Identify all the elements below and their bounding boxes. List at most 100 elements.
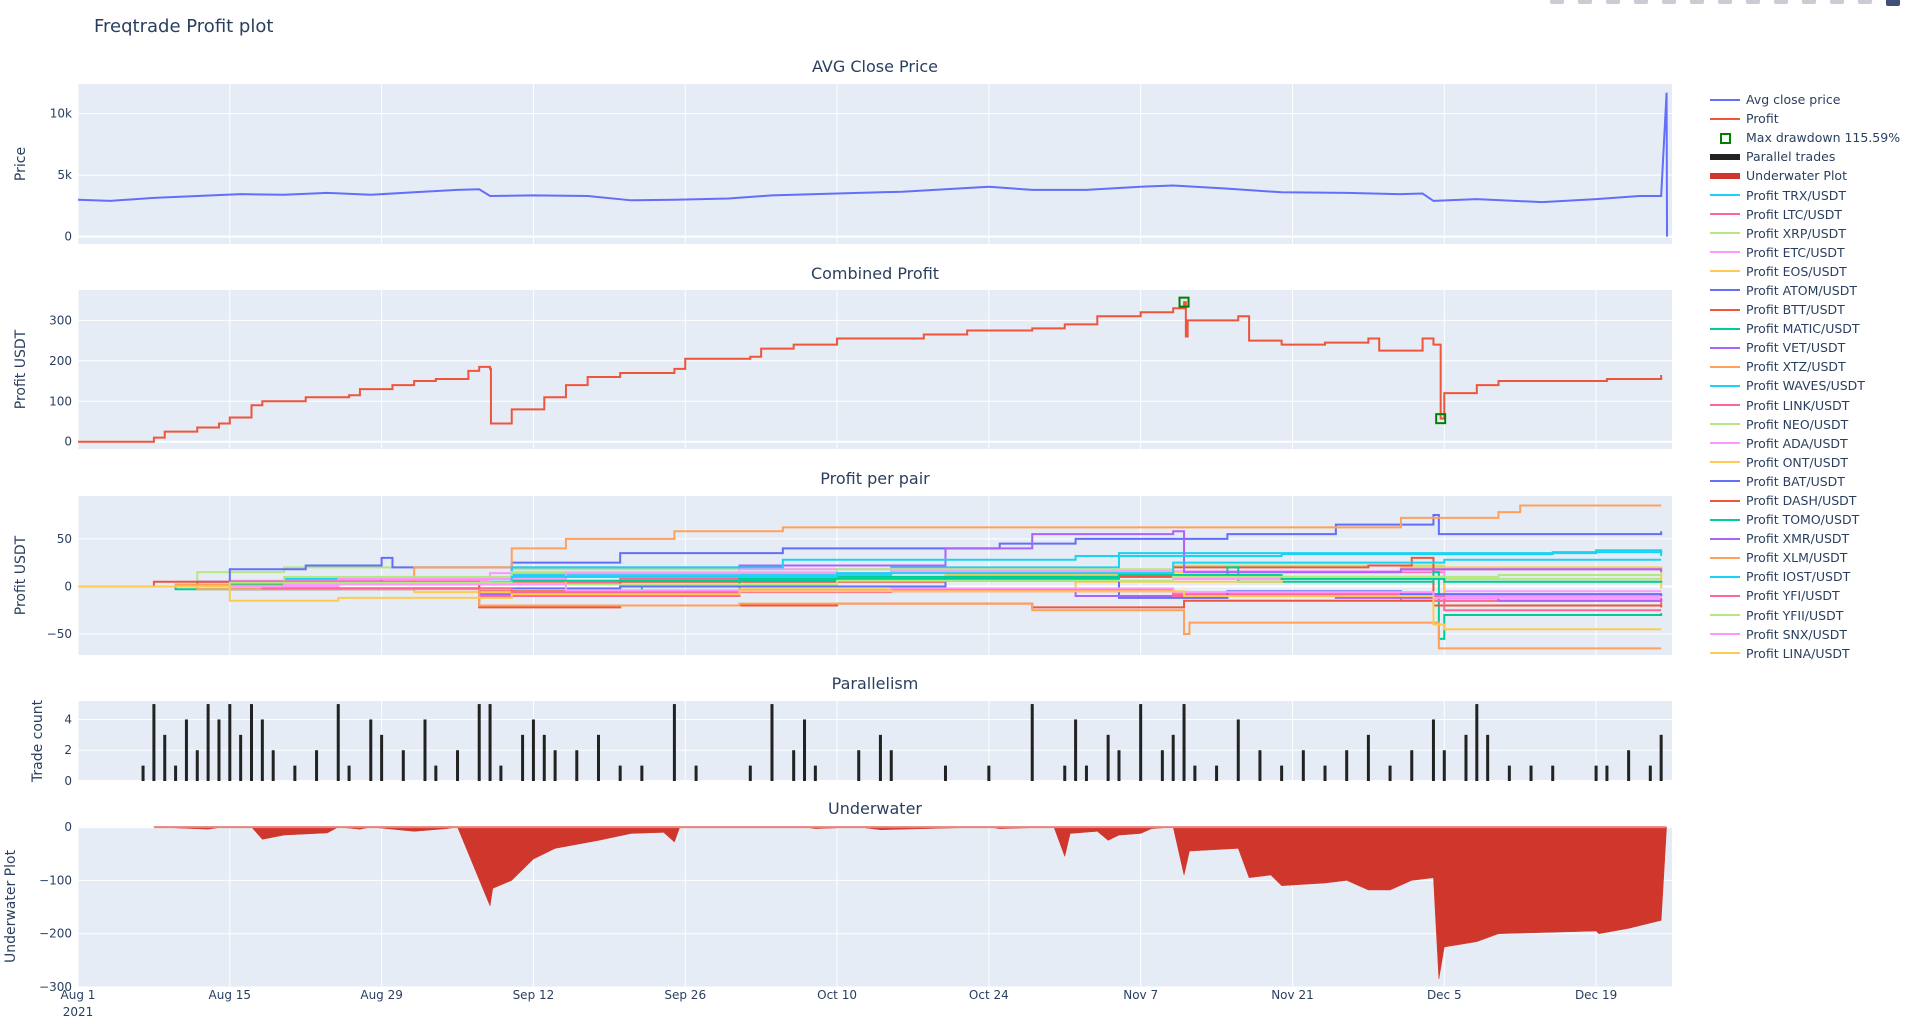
zoom-in-icon[interactable] [1690,0,1704,4]
y-axis-title: Profit USDT [13,329,29,409]
legend-label: Max drawdown 115.59% [1746,130,1901,146]
legend-label: Profit ADA/USDT [1746,435,1848,451]
legend-item[interactable]: Underwater Plot [1710,166,1900,185]
parallel-trades-bar [228,704,232,781]
legend-item[interactable]: Profit YFII/USDT [1710,606,1900,625]
legend-line-icon [1710,455,1740,469]
legend-item[interactable]: Profit WAVES/USDT [1710,376,1900,395]
parallel-trades-bar [141,765,145,781]
legend-item[interactable]: Profit LINK/USDT [1710,396,1900,415]
subplot-avg-close-price: 0 5k 10k AVG Close Price Price [13,57,1672,244]
parallel-trades-bar [1551,765,1555,781]
series-line-profit-yfii-usdt [78,574,1662,588]
legend-item[interactable]: Profit ATOM/USDT [1710,281,1900,300]
legend-label: Profit YFII/USDT [1746,607,1844,623]
plotly-logo-icon[interactable] [1886,0,1900,6]
legend-label: Profit WAVES/USDT [1746,378,1865,394]
legend-item[interactable]: Profit LINA/USDT [1710,644,1900,663]
y-axis-title: Underwater Plot [3,849,19,963]
parallel-trades-bar [1139,704,1143,781]
legend-line-icon [1710,341,1740,355]
parallel-trades-bar [401,750,405,781]
legend-item[interactable]: Profit SNX/USDT [1710,625,1900,644]
legend-item[interactable]: Profit LTC/USDT [1710,205,1900,224]
parallel-trades-bar [672,704,676,781]
parallel-trades-bar [575,750,579,781]
legend-line-icon [1710,513,1740,527]
legend-item[interactable]: Profit MATIC/USDT [1710,319,1900,338]
parallel-trades-bar [521,734,525,781]
parallel-trades-bar [423,719,427,781]
pan-icon[interactable] [1606,0,1620,4]
legend-line-icon [1710,245,1740,259]
legend-label: Profit LINA/USDT [1746,645,1850,661]
series-line-profit-atom-usdt [78,514,1663,588]
legend-line-icon [1710,551,1740,565]
plot-background [78,84,1672,244]
reset-axes-icon[interactable] [1774,0,1788,4]
legend-line-icon [1710,589,1740,603]
legend-line-icon [1710,188,1740,202]
legend-line-icon [1710,226,1740,240]
legend-item[interactable]: Avg close price [1710,90,1900,109]
parallel-trades-bar [1106,734,1110,781]
legend-label: Avg close price [1746,92,1841,108]
select-icon[interactable] [1634,0,1648,4]
legend-item[interactable]: Profit BAT/USDT [1710,472,1900,491]
zoom-out-icon[interactable] [1718,0,1732,4]
legend-item[interactable]: Parallel trades [1710,147,1900,166]
hover-closest-icon[interactable] [1830,0,1844,4]
legend-item[interactable]: Profit XLM/USDT [1710,548,1900,567]
parallel-trades-bar [239,734,243,781]
spike-lines-icon[interactable] [1802,0,1816,4]
legend-item[interactable]: Profit EOS/USDT [1710,262,1900,281]
parallel-trades-bar [1236,719,1240,781]
parallel-trades-bar [1594,765,1598,781]
x-tick-label: Aug 29 [360,988,403,1002]
legend-item[interactable]: Profit XRP/USDT [1710,224,1900,243]
legend-label: Profit XTZ/USDT [1746,359,1846,375]
legend-item[interactable]: Profit ONT/USDT [1710,453,1900,472]
legend-item[interactable]: Profit YFI/USDT [1710,586,1900,605]
legend-item[interactable]: Profit XTZ/USDT [1710,357,1900,376]
legend-label: Profit DASH/USDT [1746,493,1857,509]
parallel-trades-bar [315,750,319,781]
legend-item[interactable]: Profit ETC/USDT [1710,243,1900,262]
parallel-trades-bar [1529,765,1533,781]
parallel-trades-bar [553,750,557,781]
legend-item[interactable]: Profit [1710,109,1900,128]
parallel-trades-bar [694,765,698,781]
max-drawdown-marker [1178,296,1190,308]
legend-item[interactable]: Profit NEO/USDT [1710,415,1900,434]
legend-item[interactable]: Max drawdown 115.59% [1710,128,1900,147]
zoom-icon[interactable] [1578,0,1592,4]
legend-line-icon [1710,436,1740,450]
legend-line-icon [1710,264,1740,278]
legend-item[interactable]: Profit XMR/USDT [1710,529,1900,548]
autoscale-icon[interactable] [1746,0,1760,4]
legend-label: Profit [1746,111,1779,127]
parallel-trades-bar [1475,704,1479,781]
hover-compare-icon[interactable] [1858,0,1872,4]
y-axis-title: Price [13,147,29,181]
y-tick-label: 300 [49,313,72,327]
subplot-title: AVG Close Price [812,57,938,76]
legend-line-icon [1710,398,1740,412]
legend-item[interactable]: Profit ADA/USDT [1710,434,1900,453]
legend-item[interactable]: Profit TRX/USDT [1710,185,1900,204]
legend-line-icon [1710,322,1740,336]
parallel-trades-bar [770,704,774,781]
legend-item[interactable]: Profit TOMO/USDT [1710,510,1900,529]
legend-item[interactable]: Profit BTT/USDT [1710,300,1900,319]
parallel-trades-bar [542,734,546,781]
legend-item[interactable]: Profit VET/USDT [1710,338,1900,357]
legend-item[interactable]: Profit IOST/USDT [1710,567,1900,586]
legend-item[interactable]: Profit DASH/USDT [1710,491,1900,510]
lasso-icon[interactable] [1662,0,1676,4]
parallel-trades-bar [1193,765,1197,781]
legend-label: Profit EOS/USDT [1746,263,1847,279]
camera-icon[interactable] [1550,0,1564,4]
parallel-trades-bar [336,704,340,781]
legend-label: Profit ONT/USDT [1746,454,1848,470]
